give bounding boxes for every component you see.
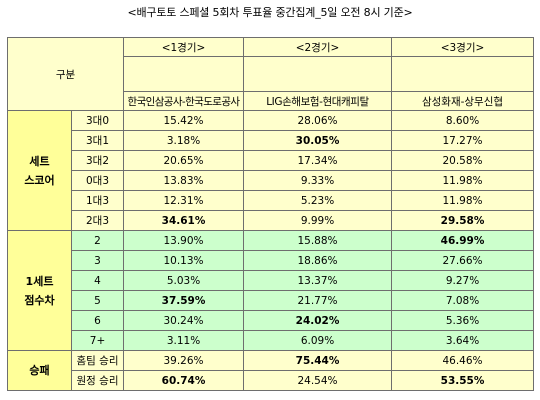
row-label: 3대2 <box>70 150 125 171</box>
game-1-value: 20.65% <box>123 150 245 171</box>
game-1-value: 30.24% <box>123 310 245 331</box>
game-1-value: 13.90% <box>123 230 245 251</box>
section-label-line2: 스코어 <box>24 173 55 187</box>
game-2-value: 15.88% <box>243 230 393 251</box>
game-2-value: 9.33% <box>243 170 393 191</box>
row-label: 0대3 <box>70 170 125 191</box>
game-3-value: 46.46% <box>391 350 535 371</box>
table-row: 2대3 34.61% 9.99% 29.58% <box>8 210 535 231</box>
game-1-teams: 한국인삼공사-한국도로공사 <box>123 91 245 111</box>
row-label: 원정 승리 <box>70 370 125 391</box>
game-1-value: 12.31% <box>123 190 245 211</box>
row-label: 4 <box>70 270 125 291</box>
game-1-value: 37.59% <box>123 290 245 311</box>
section-label: 승패 <box>7 350 72 391</box>
game-3-value: 20.58% <box>391 150 535 171</box>
row-label: 1대3 <box>70 190 125 211</box>
game-2-spacer <box>243 56 393 92</box>
table-row: 7+ 3.11% 6.09% 3.64% <box>8 330 535 351</box>
game-2-value: 18.86% <box>243 250 393 271</box>
game-3-value: 53.55% <box>391 370 535 391</box>
game-3-value: 9.27% <box>391 270 535 291</box>
category-header: 구분 <box>6 37 125 111</box>
table-row: 3대2 20.65% 17.34% 20.58% <box>8 150 535 171</box>
game-2-value: 9.99% <box>243 210 393 231</box>
table-row: 0대3 13.83% 9.33% 11.98% <box>8 170 535 191</box>
section-label-line1: 1세트 <box>25 274 54 288</box>
game-2-teams: LIG손해보험-현대캐피탈 <box>243 91 393 111</box>
table-row: 세트 스코어 3대0 15.42% 28.06% 8.60% <box>7 110 535 231</box>
game-3-value: 46.99% <box>391 230 535 251</box>
game-3-value: 7.08% <box>391 290 535 311</box>
section-label-line2: 점수차 <box>24 293 55 307</box>
row-label: 7+ <box>70 330 125 351</box>
row-label: 2 <box>70 230 125 251</box>
game-3-value: 11.98% <box>391 170 535 191</box>
game-1-value: 15.42% <box>123 110 245 131</box>
row-label: 3 <box>70 250 125 271</box>
game-1-label: <1경기> <box>123 37 245 57</box>
table-row: 3대1 3.18% 30.05% 17.27% <box>8 130 535 151</box>
game-2-label: <2경기> <box>243 37 393 57</box>
game-2-value: 24.02% <box>243 310 393 331</box>
row-label: 3대1 <box>70 130 125 151</box>
vote-rate-table: 구분 <1경기> <2경기> <3경기> 한국인삼공사-한국도로공사 LIG손해… <box>6 37 535 391</box>
game-1-value: 10.13% <box>123 250 245 271</box>
row-label: 5 <box>70 290 125 311</box>
game-2-value: 17.34% <box>243 150 393 171</box>
table-row: 승패 홈팀 승리 39.26% 75.44% 46.46% <box>7 350 535 391</box>
game-1-value: 5.03% <box>123 270 245 291</box>
table-row: 4 5.03% 13.37% 9.27% <box>8 270 535 291</box>
game-2-value: 6.09% <box>243 330 393 351</box>
table-row: 1대3 12.31% 5.23% 11.98% <box>8 190 535 211</box>
section-label-line1: 세트 <box>29 154 50 168</box>
game-3-label: <3경기> <box>391 37 535 57</box>
game-2-value: 28.06% <box>243 110 393 131</box>
game-1-value: 3.11% <box>123 330 245 351</box>
game-3-value: 5.36% <box>391 310 535 331</box>
table-row: 1세트 점수차 2 13.90% 15.88% 46.99% <box>7 230 535 351</box>
row-label: 홈팀 승리 <box>70 350 125 371</box>
row-label: 2대3 <box>70 210 125 231</box>
game-1-value: 3.18% <box>123 130 245 151</box>
game-1-spacer <box>123 56 245 92</box>
table-row: 3 10.13% 18.86% 27.66% <box>8 250 535 271</box>
game-2-value: 75.44% <box>243 350 393 371</box>
row-label: 6 <box>70 310 125 331</box>
game-3-value: 11.98% <box>391 190 535 211</box>
game-3-spacer <box>391 56 535 92</box>
section-label-line1: 승패 <box>29 364 50 377</box>
table-row: 5 37.59% 21.77% 7.08% <box>8 290 535 311</box>
page-title: <배구토토 스페셜 5회차 투표율 중간집계_5일 오전 8시 기준> <box>127 6 413 19</box>
game-1-value: 13.83% <box>123 170 245 191</box>
game-1-value: 34.61% <box>123 210 245 231</box>
game-3-teams: 삼성화재-상무신협 <box>391 91 535 111</box>
game-3-value: 3.64% <box>391 330 535 351</box>
row-label: 3대0 <box>70 110 125 131</box>
game-3-value: 17.27% <box>391 130 535 151</box>
game-1-value: 39.26% <box>123 350 245 371</box>
game-2-value: 5.23% <box>243 190 393 211</box>
table-row: 6 30.24% 24.02% 5.36% <box>8 310 535 331</box>
table-row: 원정 승리 60.74% 24.54% 53.55% <box>8 370 535 391</box>
game-2-value: 13.37% <box>243 270 393 291</box>
game-3-value: 8.60% <box>391 110 535 131</box>
game-3-value: 27.66% <box>391 250 535 271</box>
game-2-value: 21.77% <box>243 290 393 311</box>
game-3-value: 29.58% <box>391 210 535 231</box>
game-2-value: 30.05% <box>243 130 393 151</box>
game-2-value: 24.54% <box>243 370 393 391</box>
game-1-value: 60.74% <box>123 370 245 391</box>
